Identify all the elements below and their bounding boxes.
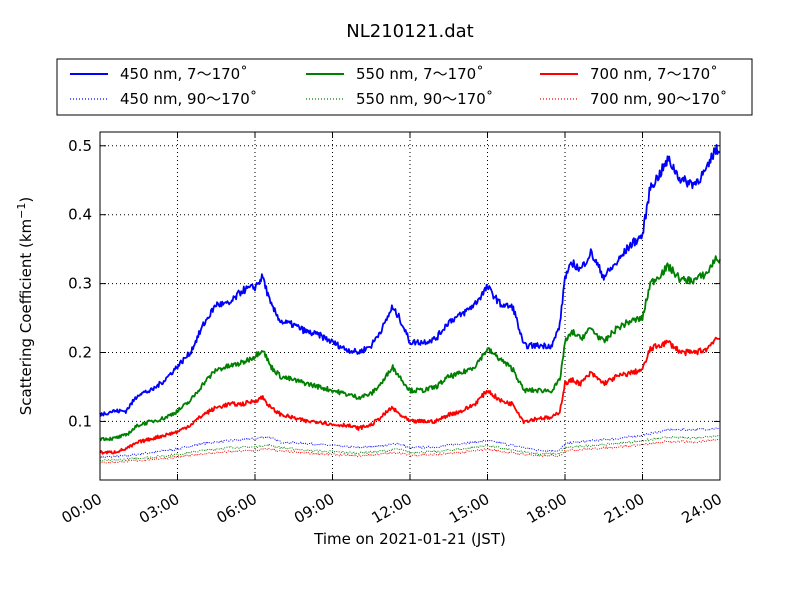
y-tick-label: 0.3 [68,275,92,293]
x-tick-label: 06:00 [214,490,260,527]
y-tick-label: 0.4 [68,206,92,224]
x-tick-label: 24:00 [679,490,725,527]
x-tick-label: 03:00 [136,490,182,527]
legend-label: 700 nm, 7～170˚ [590,65,718,83]
grid [100,132,720,480]
y-axis-ticks: 0.1 0.2 0.3 0.4 0.5 [68,137,720,430]
legend: 450 nm, 7～170˚ 550 nm, 7～170˚ 700 nm, 7～17… [56,58,753,116]
legend-label: 700 nm, 90～170˚ [590,90,727,108]
x-tick-label: 18:00 [524,490,570,527]
legend-label: 450 nm, 90～170˚ [120,90,257,108]
x-tick-label: 00:00 [59,490,105,527]
y-tick-label: 0.5 [68,137,92,155]
y-tick-label: 0.1 [68,412,92,430]
y-axis-label-superscript: −1 [15,203,28,219]
series-line-2 [99,336,721,455]
y-axis-label-main: Scattering Coefficient (km [17,219,35,415]
x-tick-label: 09:00 [291,490,337,527]
chart-title: NL210121.dat [346,21,473,42]
x-tick-label: 21:00 [601,490,647,527]
x-axis-label: Time on 2021-01-21 (JST) [313,530,506,548]
series-line-1 [99,255,721,442]
legend-label: 550 nm, 90～170˚ [356,90,493,108]
x-axis-ticks: 00:00 03:00 06:00 09:00 12:00 15:00 18:00 21:00… [59,132,725,527]
x-tick-label: 15:00 [446,490,492,527]
x-tick-label: 12:00 [369,490,415,527]
y-axis-label: Scattering Coefficient (km−1) [15,197,35,416]
series-line-0 [99,144,721,417]
legend-label: 550 nm, 7～170˚ [356,65,484,83]
series-group [99,144,721,464]
legend-frame [56,58,753,116]
series-line-4 [99,434,721,462]
legend-label: 450 nm, 7～170˚ [120,65,248,83]
y-tick-label: 0.2 [68,344,92,362]
series-line-5 [99,438,721,464]
y-axis-label-close: ) [17,197,35,203]
